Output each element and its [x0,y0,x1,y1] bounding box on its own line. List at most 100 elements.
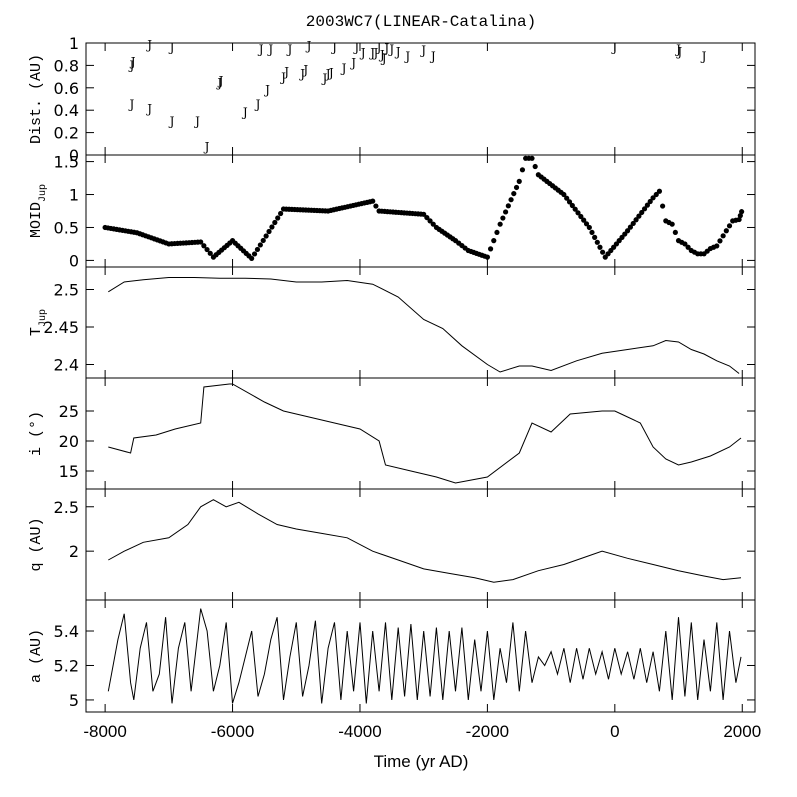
data-point-dist: J [340,62,347,76]
data-point-moid [201,243,207,249]
data-point-moid [739,209,745,215]
y-tick-label-inc: 20 [59,432,79,451]
data-point-moid [594,239,600,245]
y-tick-label-dist: 0.2 [54,124,79,143]
data-point-dist: J [352,40,359,54]
data-point-dist: J [674,43,681,57]
data-point-moid [589,229,595,236]
data-point-dist: J [129,55,136,69]
data-point-moid [561,191,567,198]
data-point-moid [257,242,263,248]
y-tick-label-moid: 0.5 [54,218,79,237]
y-tick-label-dist: 0.6 [54,79,79,98]
data-point-moid [583,221,590,227]
x-tick-label: 0 [610,722,619,741]
data-point-moid [269,224,275,230]
data-point-moid [639,209,645,216]
data-point-dist: J [403,49,410,63]
data-point-dist: J [375,40,382,54]
data-point-moid [714,243,720,249]
data-point-dist: J [217,74,224,88]
data-point-moid [198,239,204,245]
y-tick-label-dist: 0.8 [54,56,79,75]
data-point-moid [421,211,427,217]
data-point-dist: J [241,105,248,119]
data-point-dist: J [305,39,312,53]
data-point-moid [266,228,272,235]
x-tick-label: -4000 [338,722,381,741]
data-point-dist: J [324,67,331,81]
data-point-dist: J [215,76,222,90]
data-point-dist: J [419,44,426,58]
data-point-moid [656,188,663,194]
data-point-moid [653,191,659,198]
panel-inc: 15 20 25 i (°) [28,377,756,490]
data-point-moid [370,198,376,204]
data-point-moid [491,238,497,244]
data-point-dist: J [429,49,436,63]
data-point-moid [575,210,581,216]
data-point-dist: J [371,46,378,60]
data-point-moid [633,217,639,223]
data-point-moid [717,238,723,244]
data-point-moid [207,250,213,256]
data-point-moid [427,218,433,224]
data-point-moid [641,206,648,212]
data-point-moid [373,203,379,209]
y-tick-label-tjup: 2.5 [54,281,79,300]
data-point-moid [564,195,570,201]
series-line-q [108,499,742,583]
data-point-moid [647,198,653,205]
data-point-dist: J [327,66,334,80]
x-tick-label: -6000 [211,722,254,741]
data-point-moid [254,246,261,253]
data-point-moid [720,233,726,239]
data-point-moid [508,197,514,203]
data-point-dist: J [380,52,387,66]
data-point-dist: J [378,48,385,62]
data-point-moid [600,249,606,255]
data-point-dist: J [321,72,328,86]
x-tick-label: -8000 [83,722,126,741]
data-point-dist: J [145,38,152,52]
data-point-dist: J [610,40,617,54]
data-point-dist: J [298,67,305,81]
data-point-moid [685,244,691,250]
data-point-dist: J [359,46,366,60]
data-point-moid [430,221,436,227]
data-point-moid [275,215,281,221]
y-tick-label-a: 5.4 [54,622,79,641]
data-point-dist: J [387,43,394,57]
y-tick-label-moid: 1 [69,186,79,205]
y-axis-label-q: q (AU) [28,517,45,571]
data-point-dist: J [203,140,210,154]
data-point-moid [204,246,210,253]
data-point-moid [424,214,430,221]
data-point-moid [260,237,266,244]
data-point-moid [723,228,729,234]
x-tick-label: 2000 [723,722,761,741]
data-point-dist: J [127,58,134,72]
data-point-moid [572,206,578,212]
y-tick-label-moid: 0 [69,251,79,270]
y-axis-label-inc: i (°) [28,411,45,456]
y-axis-label-dist: Dist. (AU) [28,54,45,144]
panel-a: 5 5.2 5.4 a (AU) [28,599,756,713]
data-point-moid [519,167,526,173]
x-axis-label: Time (yr AD) [374,752,469,771]
data-point-dist: J [700,49,707,63]
data-point-moid [511,190,517,197]
data-point-dist: J [168,40,175,54]
data-point-moid [566,199,573,205]
data-point-moid [500,215,506,221]
data-point-dist: J [382,41,389,55]
y-axis-label-sub-tjup: Jup [38,309,49,327]
data-point-moid [497,221,503,227]
data-point-dist: J [285,43,292,57]
data-point-dist: J [168,114,175,128]
panel-frame-a [85,599,756,713]
panel-frame-tjup [85,266,756,379]
data-point-moid [487,246,494,252]
